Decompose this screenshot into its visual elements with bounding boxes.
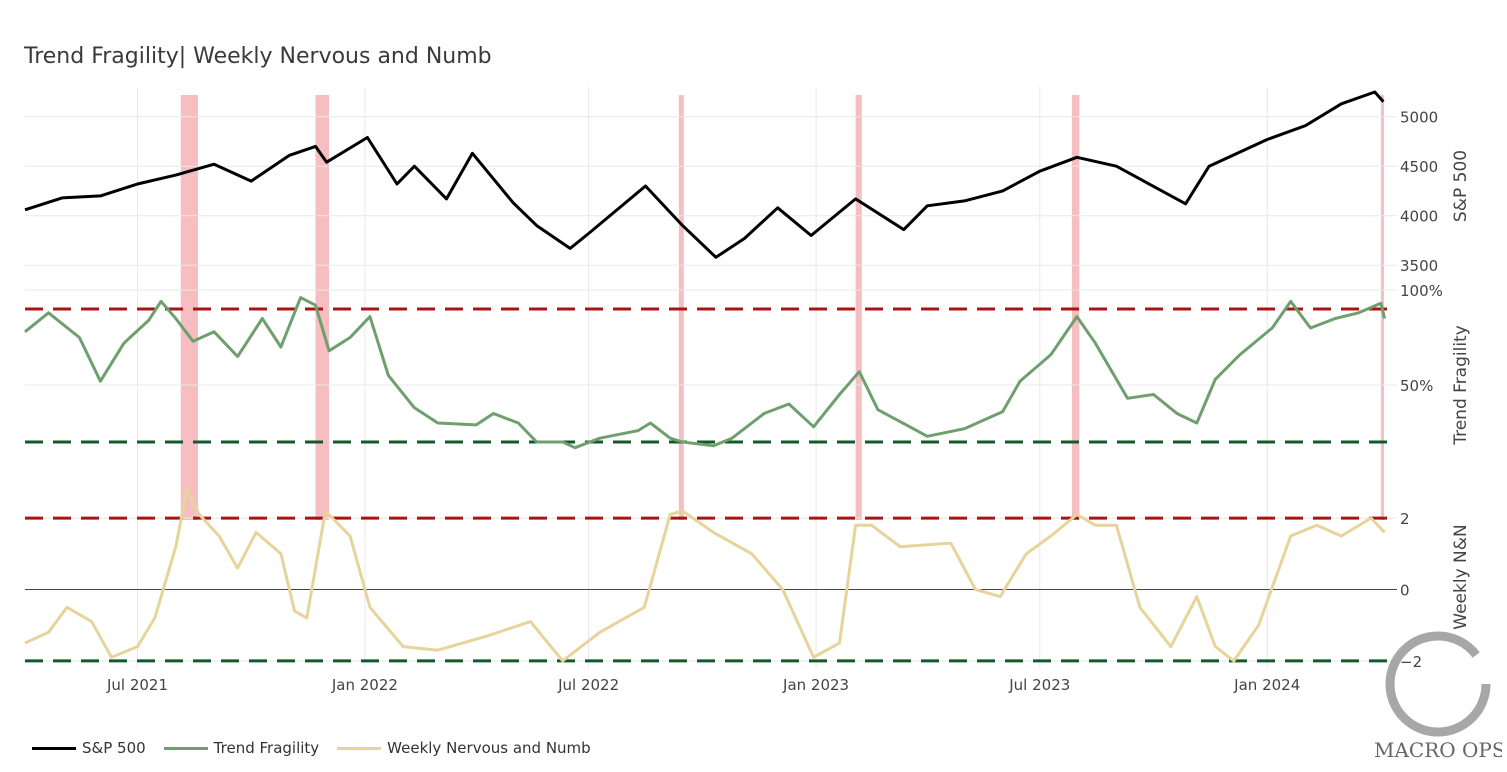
x-tick-label: Jul 2021	[106, 676, 168, 694]
y-axis-label: S&P 500	[1451, 150, 1471, 222]
legend-swatch-sp500	[32, 746, 76, 750]
legend-swatch-fragility	[163, 746, 208, 750]
x-tick-label: Jan 2022	[331, 676, 398, 694]
macro-ops-logo: MACRO OPS	[1374, 631, 1502, 762]
logo-text: MACRO OPS	[1374, 738, 1502, 762]
y-axis-label: Trend Fragility	[1451, 325, 1471, 446]
signal-band	[855, 95, 862, 520]
y-axis-label: Weekly N&N	[1451, 524, 1471, 629]
legend-item-sp500[interactable]: S&P 500	[32, 739, 146, 757]
y-tick-label: 100%	[1400, 282, 1443, 300]
x-tick-label: Jan 2024	[1233, 676, 1300, 694]
series-line-fragility	[24, 296, 1387, 450]
legend-swatch-nn	[337, 746, 382, 750]
legend-label-nn: Weekly Nervous and Numb	[387, 739, 591, 757]
legend-label-fragility: Trend Fragility	[213, 739, 320, 757]
legend-label-sp500: S&P 500	[82, 739, 146, 757]
y-tick-label: 2	[1400, 510, 1410, 528]
y-tick-label: 3500	[1400, 257, 1438, 275]
y-tick-label: −2	[1400, 653, 1422, 671]
series-line-nn	[24, 488, 1386, 663]
legend: S&P 500 Trend Fragility Weekly Nervous a…	[32, 739, 591, 757]
signal-band	[180, 95, 199, 520]
chart-title: Trend Fragility| Weekly Nervous and Numb	[24, 44, 492, 69]
y-tick-label: 50%	[1400, 377, 1433, 395]
y-tick-label: 5000	[1400, 109, 1438, 127]
x-tick-label: Jul 2022	[557, 676, 619, 694]
logo-enso-circle	[1385, 631, 1491, 737]
y-tick-label: 4500	[1400, 158, 1438, 176]
legend-item-fragility[interactable]: Trend Fragility	[163, 739, 320, 757]
y-tick-label: 0	[1400, 581, 1410, 599]
x-tick-label: Jan 2023	[782, 676, 849, 694]
y-tick-label: 4000	[1400, 208, 1438, 226]
x-tick-label: Jul 2023	[1008, 676, 1070, 694]
legend-item-nn[interactable]: Weekly Nervous and Numb	[337, 739, 591, 757]
series-line-sp500	[24, 90, 1385, 259]
